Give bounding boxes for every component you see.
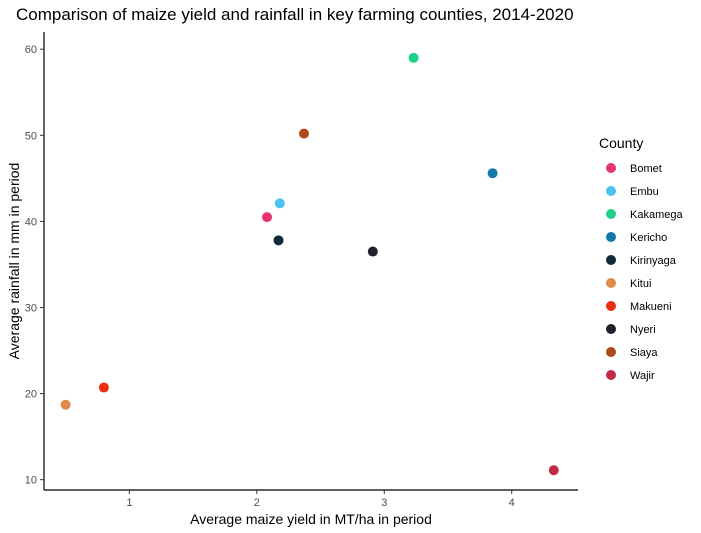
point-kitui [60,399,71,410]
point-kakamega [408,52,419,63]
y-tick-label: 60 [25,44,37,56]
point-kericho [487,168,498,179]
legend-label: Siaya [630,347,658,359]
point-makueni [98,382,109,393]
point-bomet [262,212,273,223]
legend-label: Makueni [630,301,672,313]
legend-label: Kericho [630,232,667,244]
legend-key-embu [606,186,616,196]
x-tick-label: 3 [381,497,387,509]
y-tick-label: 30 [25,302,37,314]
legend-key-kakamega [606,209,616,219]
legend-key-kericho [606,232,616,242]
legend-key-kitui [606,278,616,288]
legend-title: County [599,135,643,151]
legend-key-bomet [606,163,616,173]
y-tick-label: 50 [25,130,37,142]
point-nyeri [367,246,378,257]
legend-label: Nyeri [630,324,656,336]
legend-key-siaya [606,347,616,357]
point-wajir [548,465,559,476]
x-tick-label: 2 [254,497,260,509]
data-points [60,52,559,476]
legend-items: Bomet Embu Kakamega Kericho Kirinyaga Kitui Ma… [606,163,683,382]
y-axis-title: Average rainfall in mm in period [6,163,22,360]
legend-key-nyeri [606,324,616,334]
legend-label: Kitui [630,278,651,290]
point-siaya [298,128,309,139]
legend-key-wajir [606,370,616,380]
legend-label: Kakamega [630,209,683,221]
legend-key-kirinyaga [606,255,616,265]
legend-label: Embu [630,186,659,198]
legend-label: Kirinyaga [630,255,677,267]
x-axis-title: Average maize yield in MT/ha in period [190,511,432,527]
point-embu [274,198,285,209]
plot-area: 10 20 30 40 50 60 1 2 3 4 [25,32,578,509]
x-axis-ticks: 1 2 3 4 [126,490,515,509]
y-tick-label: 20 [25,389,37,401]
y-tick-label: 40 [25,216,37,228]
x-tick-label: 4 [509,497,515,509]
chart-title: Comparison of maize yield and rainfall i… [16,5,574,24]
point-kirinyaga [273,235,284,246]
legend-key-makueni [606,301,616,311]
y-tick-label: 10 [25,475,37,487]
legend: County Bomet Embu Kakamega Kericho Kirinyaga… [599,135,683,382]
x-tick-label: 1 [126,497,132,509]
legend-label: Bomet [630,163,662,175]
y-axis-ticks: 10 20 30 40 50 60 [25,44,44,487]
legend-label: Wajir [630,370,655,382]
